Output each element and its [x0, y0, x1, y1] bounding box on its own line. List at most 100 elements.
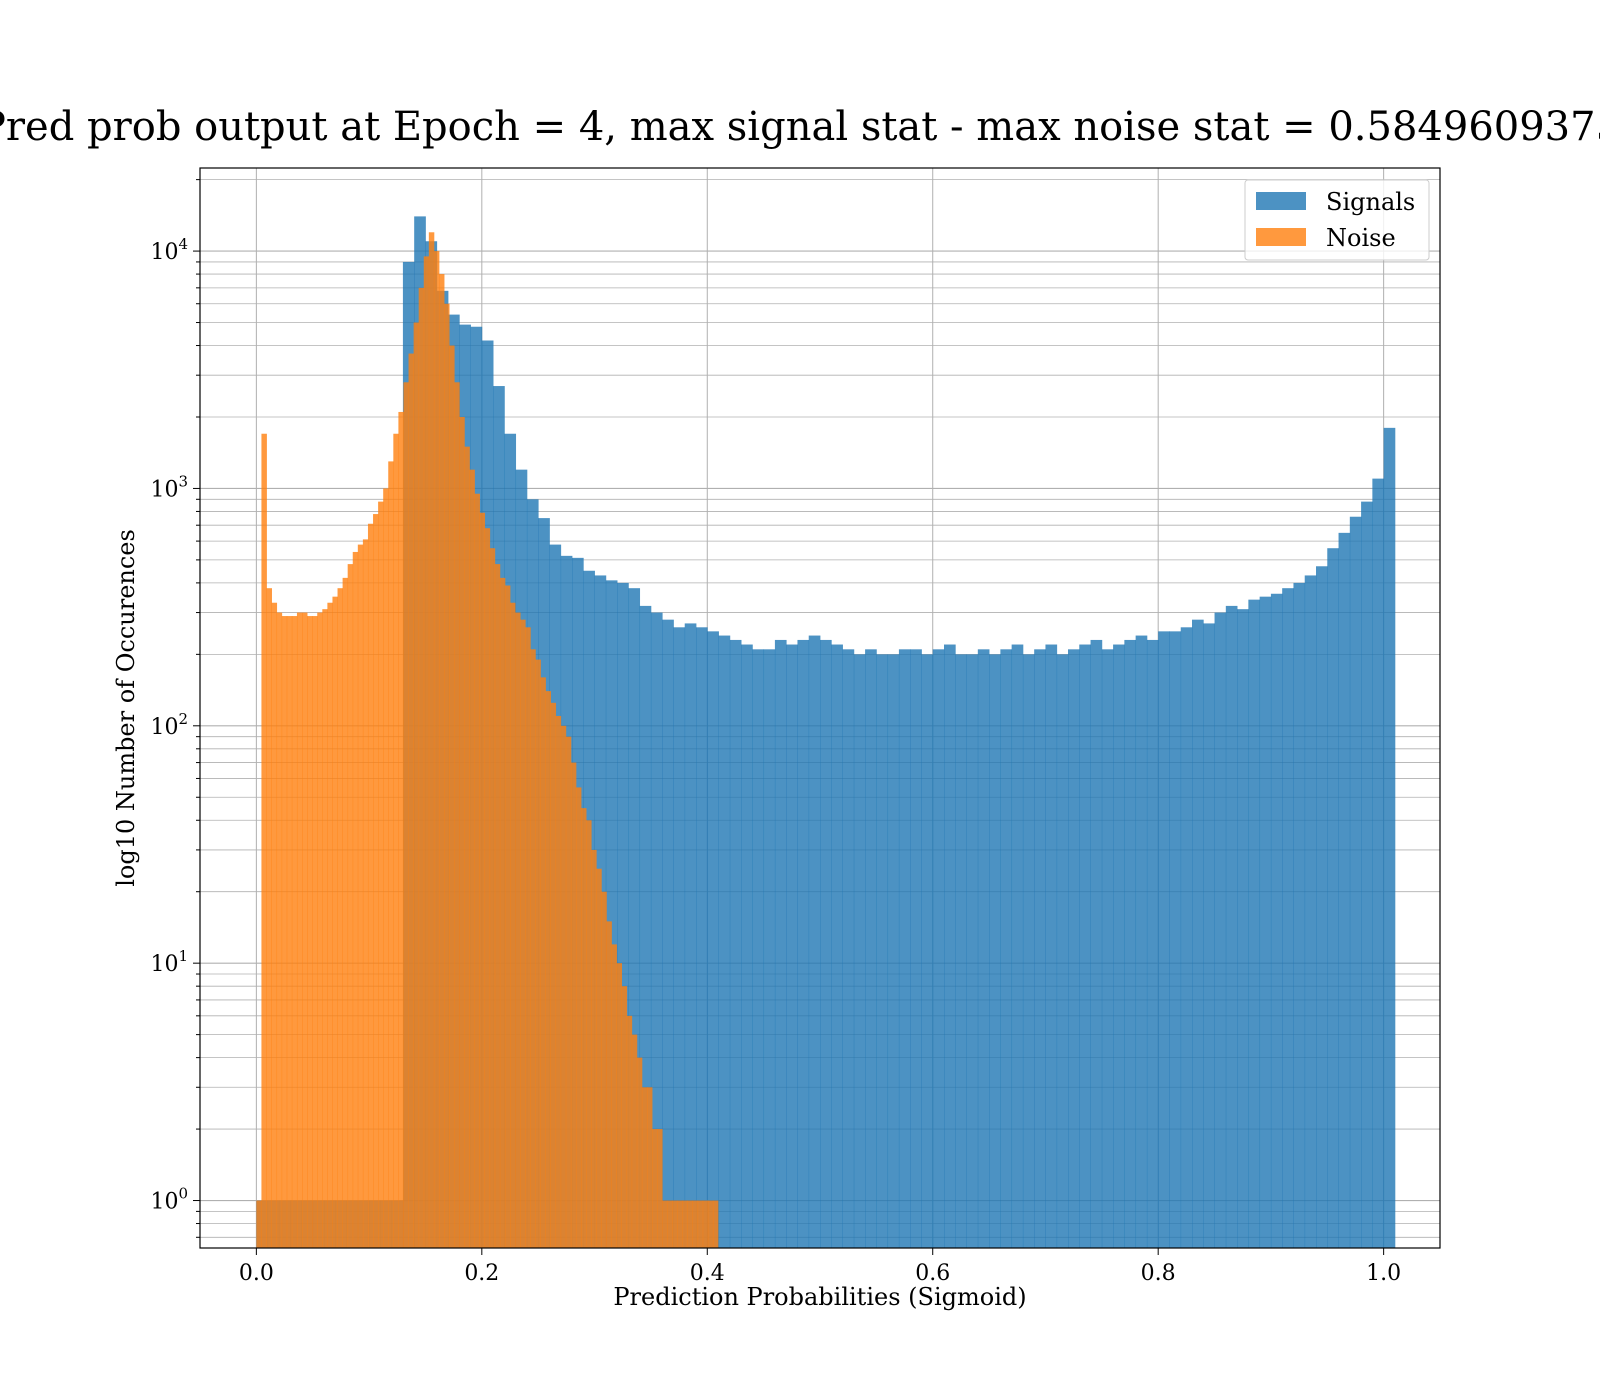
bar-signals: [1316, 566, 1328, 1248]
bar-noise: [296, 612, 303, 1248]
bar-noise: [423, 256, 430, 1248]
bar-noise: [428, 232, 435, 1249]
bar-noise: [291, 616, 298, 1248]
bar-noise: [525, 627, 531, 1248]
bar-signals: [741, 644, 753, 1248]
x-tick-label: 0.2: [464, 1261, 499, 1286]
bar-noise: [469, 469, 475, 1248]
bar-signals: [763, 649, 776, 1248]
bar-noise: [616, 963, 622, 1248]
bar-signals: [1203, 623, 1215, 1248]
legend-swatch-signals: [1256, 192, 1306, 210]
bar-signals: [639, 605, 652, 1248]
y-tick-label: 100: [150, 1185, 188, 1215]
bar-noise: [388, 461, 394, 1248]
bar-signals: [876, 654, 889, 1248]
bar-noise: [408, 353, 415, 1248]
legend-label-signals: Signals: [1326, 188, 1415, 216]
bar-noise: [697, 1200, 704, 1248]
x-tick-label: 0.8: [1141, 1261, 1176, 1286]
bar-signals: [910, 649, 922, 1248]
bar-signals: [1146, 639, 1159, 1248]
bar-signals: [842, 649, 855, 1248]
bar-signals: [944, 644, 956, 1248]
y-tick-label: 104: [150, 235, 188, 265]
bar-signals: [797, 639, 810, 1248]
bar-signals: [684, 623, 697, 1248]
bar-noise: [667, 1200, 673, 1248]
bar-noise: [464, 446, 470, 1248]
bar-signals: [1101, 649, 1114, 1248]
bar-signals: [1361, 501, 1373, 1248]
bar-noise: [646, 1087, 653, 1248]
bar-signals: [673, 627, 686, 1248]
bar-signals: [831, 644, 843, 1248]
bar-noise: [362, 539, 369, 1248]
bar-noise: [352, 551, 359, 1248]
bar-noise: [565, 736, 572, 1248]
bar-noise: [383, 488, 389, 1248]
x-tick-label: 0.0: [239, 1261, 274, 1286]
bar-noise: [337, 588, 343, 1248]
bar-noise: [454, 382, 460, 1248]
bar-noise: [271, 602, 278, 1248]
bar-noise: [398, 411, 404, 1248]
bar-noise: [641, 1087, 648, 1248]
bar-noise: [499, 577, 506, 1248]
bar-noise: [373, 514, 379, 1248]
bar-signals: [774, 639, 787, 1248]
bar-signals: [1079, 644, 1091, 1248]
bar-noise: [662, 1200, 668, 1248]
bar-signals: [1214, 612, 1227, 1248]
y-tick-base: 10: [150, 240, 178, 265]
y-tick-base: 10: [150, 1190, 178, 1215]
bar-noise: [550, 702, 557, 1248]
bar-signals: [786, 644, 798, 1248]
bar-noise: [581, 808, 587, 1248]
bar-noise: [484, 528, 491, 1248]
bar-signals: [1338, 532, 1351, 1248]
legend-swatch-noise: [1256, 228, 1306, 246]
bar-noise: [276, 612, 283, 1248]
plot-frame: [199, 167, 1441, 1249]
bar-noise: [510, 602, 516, 1248]
bar-noise: [687, 1200, 694, 1248]
bar-signals: [820, 639, 832, 1248]
bar-signals: [1349, 516, 1362, 1248]
bar-signals: [752, 649, 765, 1248]
bar-noise: [520, 619, 526, 1248]
y-tick-exponent: 0: [178, 1185, 188, 1203]
bar-noise: [672, 1200, 678, 1248]
bar-signals: [865, 649, 877, 1248]
y-tick-label: 103: [150, 472, 188, 502]
bar-noise: [570, 762, 577, 1248]
bar-noise: [378, 501, 384, 1248]
bar-noise: [286, 616, 293, 1248]
bars-layer: [256, 216, 1396, 1249]
bar-noise: [393, 433, 399, 1248]
x-tick-label: 0.4: [690, 1261, 725, 1286]
bar-signals: [989, 654, 1001, 1248]
bar-noise: [611, 944, 617, 1248]
bar-signals: [977, 649, 990, 1248]
bar-signals: [707, 631, 719, 1248]
bar-noise: [261, 433, 267, 1248]
bar-signals: [605, 580, 618, 1248]
bar-noise: [474, 493, 480, 1248]
bar-noise: [682, 1200, 688, 1248]
bar-noise: [357, 544, 364, 1248]
bar-signals: [729, 639, 742, 1248]
bar-signals: [617, 582, 629, 1248]
bar-signals: [628, 588, 641, 1248]
bar-noise: [652, 1129, 658, 1248]
bar-signals: [955, 654, 967, 1248]
bar-signals: [1225, 605, 1238, 1248]
legend-label-noise: Noise: [1326, 224, 1396, 252]
x-tick-label: 0.6: [915, 1261, 950, 1286]
bar-noise: [657, 1129, 663, 1248]
bar-noise: [596, 868, 602, 1248]
bar-signals: [898, 649, 911, 1248]
bar-noise: [403, 382, 409, 1248]
